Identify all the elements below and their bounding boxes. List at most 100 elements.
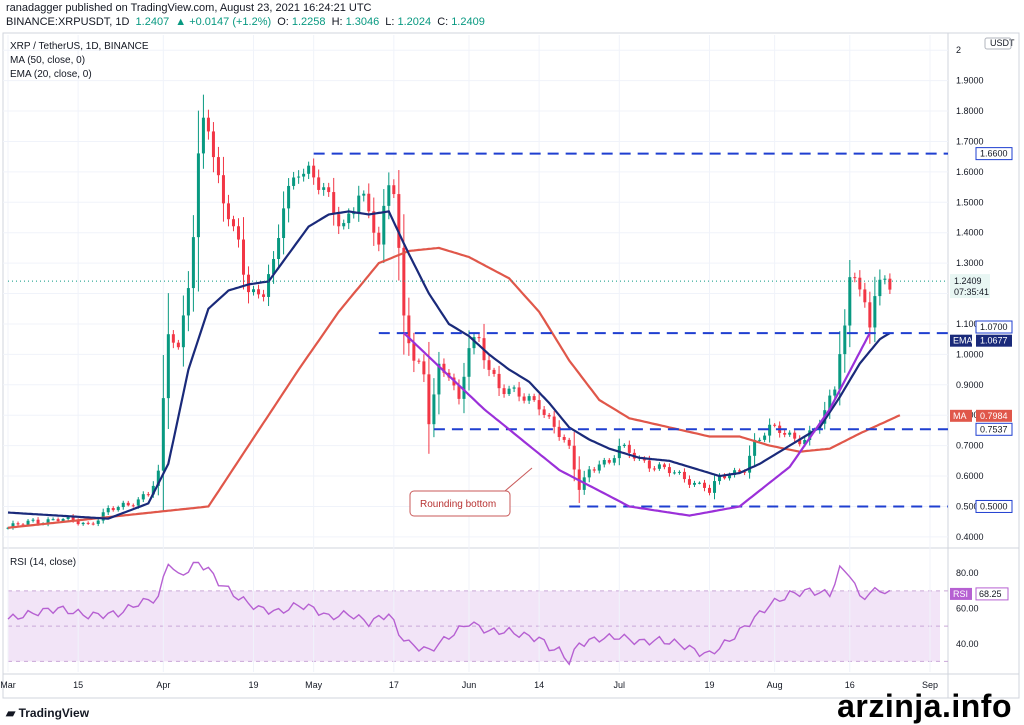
- candle-body: [66, 516, 70, 520]
- candle-body: [322, 187, 326, 190]
- time-tick-label: 19: [249, 680, 259, 690]
- candle-body: [562, 437, 566, 440]
- candle-body: [96, 520, 100, 524]
- candle-body: [26, 520, 30, 525]
- candle-body: [337, 214, 341, 227]
- price-tick-label: 0.5000: [956, 501, 984, 511]
- price-tag-name: MA: [953, 411, 967, 421]
- price-tick-label: 2: [956, 45, 961, 55]
- candle-body: [267, 274, 271, 297]
- candle-body: [387, 185, 391, 206]
- rsi-tick-label: 40.00: [956, 639, 979, 649]
- ma50-line: [7, 246, 901, 529]
- last-price-countdown: 07:35:41: [954, 287, 989, 297]
- rounding-bottom-curve: [403, 332, 871, 517]
- candle-body: [542, 409, 546, 415]
- candle-body: [763, 435, 767, 440]
- candle-body: [136, 499, 140, 506]
- candle-body: [462, 376, 466, 399]
- candle-body: [788, 432, 792, 435]
- candle-body: [517, 387, 521, 397]
- candle-body: [692, 482, 696, 485]
- levels-layer: [8, 152, 948, 508]
- price-tag-name: EMA: [953, 336, 973, 346]
- tradingview-brand: TradingView: [18, 706, 90, 720]
- candle-body: [282, 208, 286, 239]
- price-tag-value: 0.7537: [980, 424, 1008, 434]
- candle-body: [56, 519, 60, 522]
- candle-body: [362, 193, 366, 196]
- candle-body: [883, 278, 887, 280]
- open-label: O:: [277, 16, 289, 28]
- candle-body: [602, 459, 606, 465]
- price-tick-label: 1.0000: [956, 349, 984, 359]
- rsi-band-layer: [8, 590, 948, 662]
- candle-body: [723, 475, 727, 479]
- candle-body: [81, 522, 85, 525]
- grid-layer: [3, 35, 948, 672]
- candle-body: [191, 237, 195, 289]
- candle-body: [773, 424, 777, 426]
- candle-body: [853, 277, 857, 279]
- candle-body: [803, 439, 807, 445]
- candle-body: [181, 315, 185, 348]
- candle-body: [758, 439, 762, 441]
- candle-body: [527, 396, 531, 401]
- candle-body: [572, 445, 576, 470]
- candle-body: [121, 502, 125, 508]
- candle-body: [116, 507, 120, 511]
- candle-body: [793, 432, 797, 439]
- candle-body: [497, 373, 501, 389]
- ohlc-line: BINANCE:XRPUSDT, 1D 1.2407 ▲ +0.0147 (+1…: [6, 16, 488, 28]
- candle-body: [402, 247, 406, 316]
- rounding-bottom-label: Rounding bottom: [420, 499, 496, 510]
- time-tick-label: Apr: [156, 680, 170, 690]
- time-tick-label: Sep: [922, 680, 938, 690]
- candle-body: [557, 426, 561, 438]
- candle-body: [502, 388, 506, 395]
- candle-body: [863, 289, 867, 303]
- time-tick-label: May: [305, 680, 323, 690]
- time-tick-label: 17: [389, 680, 399, 690]
- candle-body: [272, 258, 276, 275]
- candle-body: [697, 482, 701, 484]
- price-tag-box: [976, 409, 1012, 422]
- candle-body: [627, 444, 631, 453]
- candle-body: [11, 523, 15, 528]
- currency-box: [984, 37, 1012, 50]
- candle-body: [868, 302, 872, 328]
- site-watermark: arzinja.info: [837, 688, 1012, 724]
- price-tick-label: 1.1000: [956, 319, 984, 329]
- candle-body: [708, 487, 712, 493]
- candle-body: [442, 363, 446, 373]
- candle-body: [151, 485, 155, 495]
- candle-body: [372, 211, 376, 233]
- rsi-layer: [7, 561, 891, 666]
- legend-rsi: RSI (14, close): [10, 557, 77, 568]
- tradingview-logo[interactable]: ▰ TradingView: [6, 706, 89, 720]
- candle-body: [131, 505, 135, 507]
- pattern-layer: [403, 332, 871, 517]
- candle-body: [858, 277, 862, 290]
- candle-body: [592, 469, 596, 471]
- time-tick-label: Mar: [0, 680, 16, 690]
- candle-body: [161, 398, 165, 471]
- candle-body: [748, 455, 752, 473]
- candle-body: [332, 192, 336, 215]
- candle-body: [171, 334, 175, 343]
- candle-body: [236, 226, 240, 240]
- candle-body: [342, 223, 346, 227]
- price-tag-box: [975, 499, 1013, 513]
- candle-body: [512, 387, 516, 389]
- candle-body: [427, 374, 431, 425]
- candle-body: [292, 177, 296, 186]
- price-tick-label: 1.7000: [956, 136, 984, 146]
- symbol-label: BINANCE:XRPUSDT, 1D: [6, 16, 130, 28]
- chart-canvas[interactable]: 2 1.9000 1.8000 1.7000 1.6000 1.5000 1.4000 1.3…: [0, 0, 1024, 702]
- price-tag-value: 1.0700: [980, 322, 1008, 332]
- candle-body: [111, 508, 115, 511]
- rsi-tag-name-box: [950, 587, 972, 600]
- candle-body: [472, 337, 476, 349]
- candle-body: [547, 414, 551, 417]
- candle-body: [798, 438, 802, 445]
